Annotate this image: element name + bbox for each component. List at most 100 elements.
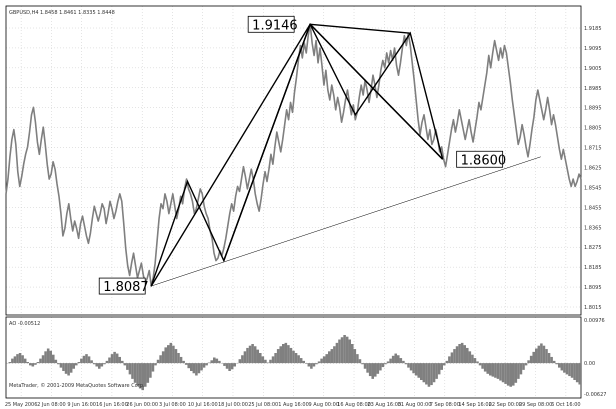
- ao-bar: [384, 363, 387, 365]
- ao-bar: [128, 363, 132, 375]
- y-tick-label: 1.8545: [584, 185, 602, 191]
- ao-bar: [376, 363, 380, 374]
- ao-bar: [287, 345, 290, 364]
- ao-bar: [154, 363, 157, 366]
- ao-bar: [230, 363, 234, 370]
- ao-bar: [21, 355, 24, 364]
- chart-header-ohlc: 1.8458 1.8461 1.8335 1.8448: [40, 10, 115, 16]
- ao-bar: [115, 353, 119, 364]
- price-annotation-box: [247, 15, 295, 33]
- ao-bar: [266, 362, 270, 364]
- ao-bar: [36, 362, 40, 364]
- ao-bar: [49, 350, 52, 364]
- ao-bar: [179, 356, 183, 364]
- ao-bar: [545, 349, 548, 364]
- ao-bar: [483, 363, 487, 372]
- ao-bar: [161, 351, 165, 364]
- ao-bar: [460, 342, 464, 364]
- y-tick-label: 1.8895: [584, 106, 602, 112]
- ao-bar: [100, 363, 104, 367]
- support-trend-line: [151, 156, 541, 287]
- ao-histogram: [6, 335, 581, 391]
- indicator-tick-label: 0.00976: [584, 318, 605, 324]
- ao-bar: [11, 358, 14, 364]
- ao-bar: [307, 363, 311, 367]
- ao-bar: [391, 355, 395, 364]
- ao-bar: [440, 363, 443, 370]
- harmonic-pattern-line: [310, 23, 411, 34]
- ao-bar: [305, 363, 308, 364]
- y-tick-label: 1.8185: [584, 265, 602, 271]
- ao-bar: [361, 363, 364, 365]
- ao-bar: [445, 360, 449, 364]
- ao-bar: [159, 355, 162, 364]
- ao-bar: [92, 363, 96, 365]
- main-grid: [6, 6, 581, 315]
- ao-bar: [432, 363, 436, 383]
- ao-bar: [16, 354, 19, 364]
- ao-bar: [386, 361, 390, 364]
- ao-bar: [328, 351, 331, 364]
- ao-bar: [417, 363, 420, 378]
- ao-bar: [85, 354, 88, 364]
- ao-bar: [363, 363, 367, 369]
- ao-bar: [195, 363, 198, 376]
- ao-bar: [156, 359, 160, 364]
- ao-bar: [90, 360, 93, 364]
- ao-bar: [420, 363, 423, 380]
- ao-bar: [72, 363, 75, 369]
- ao-bar: [568, 363, 571, 377]
- ao-bar: [448, 356, 451, 364]
- ao-bar: [8, 362, 12, 364]
- ao-bar: [425, 363, 428, 385]
- ao-bar: [317, 361, 321, 364]
- ao-bar: [276, 349, 280, 364]
- ao-bar: [26, 362, 29, 364]
- ao-bar: [496, 363, 500, 379]
- x-tick-label: 10 Jul 16:00: [188, 402, 218, 408]
- ao-bar: [95, 363, 98, 367]
- ao-bar: [366, 363, 369, 373]
- ao-bar: [547, 353, 551, 364]
- ao-bar: [374, 363, 377, 377]
- ao-bar: [338, 339, 341, 364]
- ao-bar: [13, 356, 17, 364]
- ao-bar: [478, 363, 482, 366]
- x-tick-label: 23 Aug 16:00: [367, 402, 401, 408]
- ao-bar: [223, 363, 226, 366]
- ao-bar: [46, 348, 50, 364]
- ao-bar: [67, 363, 70, 376]
- ao-bar: [251, 344, 254, 364]
- ao-bar: [315, 363, 318, 365]
- ao-bar: [422, 363, 426, 383]
- trend-line: [151, 156, 541, 287]
- ao-bar: [238, 359, 242, 364]
- ao-bar: [570, 363, 574, 378]
- ao-bar: [333, 346, 336, 364]
- price-annotations: 1.9146 1.8600 1.8087: [98, 15, 506, 295]
- ao-bar: [404, 363, 408, 365]
- x-tick-label: 25 Jul 08:00: [248, 402, 278, 408]
- ao-bar: [29, 363, 32, 366]
- ao-bar: [215, 358, 219, 364]
- harmonic-pattern-line: [309, 23, 444, 160]
- y-tick-label: 1.8715: [584, 146, 602, 152]
- ao-bar: [299, 358, 303, 364]
- x-axis-ticks: 25 May 2006 2 Jun 08:00 9 Jun 16:00 16 Jun …: [5, 402, 581, 408]
- price-annotation-label: 1.8087: [103, 280, 148, 295]
- ao-bar: [131, 363, 134, 379]
- ao-bar: [558, 363, 561, 368]
- ao-bar: [269, 359, 272, 364]
- ao-bar: [241, 355, 244, 364]
- price-series: [5, 23, 582, 287]
- x-tick-label: 3 Jul 08:00: [159, 402, 186, 408]
- ao-bar: [573, 363, 576, 380]
- ao-bar: [379, 363, 382, 371]
- ao-bar: [560, 363, 564, 371]
- ao-bar: [427, 363, 431, 387]
- ao-bar: [248, 345, 252, 364]
- ao-bar: [471, 354, 474, 364]
- ao-bar: [271, 356, 275, 364]
- ao-bar: [368, 363, 372, 377]
- ao-bar: [466, 347, 469, 364]
